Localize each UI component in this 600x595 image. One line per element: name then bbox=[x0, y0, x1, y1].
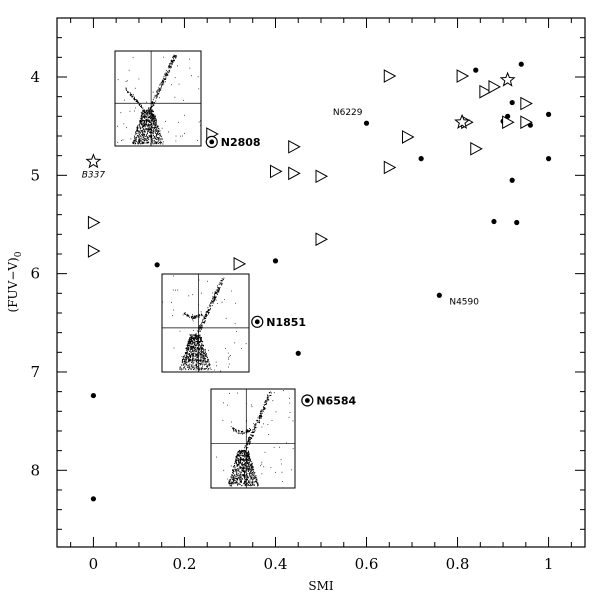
data-point-triangle bbox=[315, 169, 329, 184]
data-point-star bbox=[499, 71, 516, 87]
x-axis-label: SMI bbox=[308, 579, 334, 593]
inset-stars bbox=[162, 275, 247, 372]
y-tick-label: 7 bbox=[30, 363, 40, 381]
data-point-dot bbox=[418, 156, 424, 162]
x-tick-label: 0 bbox=[89, 555, 99, 573]
data-point-dot bbox=[491, 218, 497, 225]
annotation-label: B337 bbox=[82, 171, 106, 181]
inset-stars bbox=[117, 54, 201, 145]
svg-text:(FUV−V)0: (FUV−V)0 bbox=[6, 251, 24, 312]
annotation-label: N2808 bbox=[221, 136, 261, 149]
data-point-dot bbox=[518, 61, 524, 67]
y-tick-label: 8 bbox=[30, 461, 40, 479]
data-point-dot bbox=[90, 392, 97, 399]
data-point-triangle bbox=[315, 232, 329, 247]
x-tick-label: 0.8 bbox=[446, 555, 470, 573]
data-point-dot bbox=[295, 350, 301, 356]
data-point-triangle bbox=[269, 164, 283, 179]
data-point-dot bbox=[545, 156, 552, 162]
data-point-star bbox=[85, 153, 102, 169]
data-points bbox=[85, 61, 552, 502]
data-point-triangle bbox=[470, 141, 483, 156]
data-point-dot bbox=[509, 99, 515, 106]
y-tick-label: 5 bbox=[30, 166, 40, 184]
annotation-label: N4590 bbox=[449, 297, 479, 307]
annotation-label: N1851 bbox=[266, 316, 306, 329]
data-point-triangle bbox=[520, 115, 533, 130]
inset-frame bbox=[114, 50, 202, 147]
cmd-inset bbox=[161, 273, 250, 373]
data-point-dot bbox=[545, 111, 552, 117]
y-tick-label: 6 bbox=[30, 265, 40, 283]
data-point-triangle bbox=[479, 84, 492, 99]
inset-frame bbox=[161, 273, 250, 373]
data-point-dot bbox=[514, 219, 520, 226]
annotation-label: N6229 bbox=[333, 108, 363, 118]
data-point-triangle bbox=[520, 96, 533, 111]
cmd-inset bbox=[210, 388, 296, 489]
x-tick-labels: 0 0.2 0.4 0.6 0.8 1 bbox=[89, 555, 554, 573]
data-point-dot bbox=[363, 120, 370, 126]
data-point-dot bbox=[154, 262, 160, 268]
x-tick-label: 0.4 bbox=[264, 555, 288, 573]
y-tick-labels: 4 5 6 7 8 bbox=[30, 68, 40, 479]
data-point-triangle bbox=[288, 166, 301, 181]
data-point-triangle bbox=[383, 69, 397, 83]
x-tick-label: 0.2 bbox=[173, 555, 197, 573]
data-point-dot bbox=[436, 292, 442, 298]
y-axis-label-group: (FUV−V)0 bbox=[6, 251, 24, 312]
data-point-triangle bbox=[288, 139, 301, 154]
data-point-triangle bbox=[233, 256, 247, 271]
data-point-dot bbox=[90, 496, 97, 502]
data-point-circled-dot bbox=[304, 398, 310, 403]
axis-ticks bbox=[57, 17, 585, 547]
data-point-triangle bbox=[488, 79, 502, 94]
y-axis-label: (FUV−V) bbox=[6, 257, 20, 312]
cmd-inset bbox=[114, 50, 202, 147]
data-point-triangle bbox=[401, 130, 415, 144]
data-point-triangle bbox=[87, 244, 101, 258]
data-point-circled-dot bbox=[209, 139, 215, 145]
data-point-triangle bbox=[502, 115, 515, 130]
y-tick-label: 4 bbox=[30, 68, 40, 86]
x-tick-label: 0.6 bbox=[355, 555, 379, 573]
data-point-triangle bbox=[456, 69, 470, 83]
annotations: N2808 N1851 N6584 N6229 N4590 B337 bbox=[82, 108, 480, 407]
data-point-triangle bbox=[87, 215, 101, 230]
data-point-star bbox=[454, 113, 471, 130]
data-point-dot bbox=[272, 258, 279, 264]
data-point-dot bbox=[505, 113, 511, 119]
inset-stars bbox=[216, 390, 296, 487]
data-point-dot bbox=[473, 67, 479, 73]
annotation-label: N6584 bbox=[316, 394, 356, 407]
data-point-dot bbox=[509, 177, 515, 183]
y-axis-label-subscript: 0 bbox=[14, 251, 24, 257]
cmd-insets bbox=[114, 50, 296, 489]
data-point-circled-dot bbox=[254, 319, 260, 325]
data-point-triangle bbox=[383, 160, 397, 175]
x-tick-label: 1 bbox=[544, 555, 554, 573]
